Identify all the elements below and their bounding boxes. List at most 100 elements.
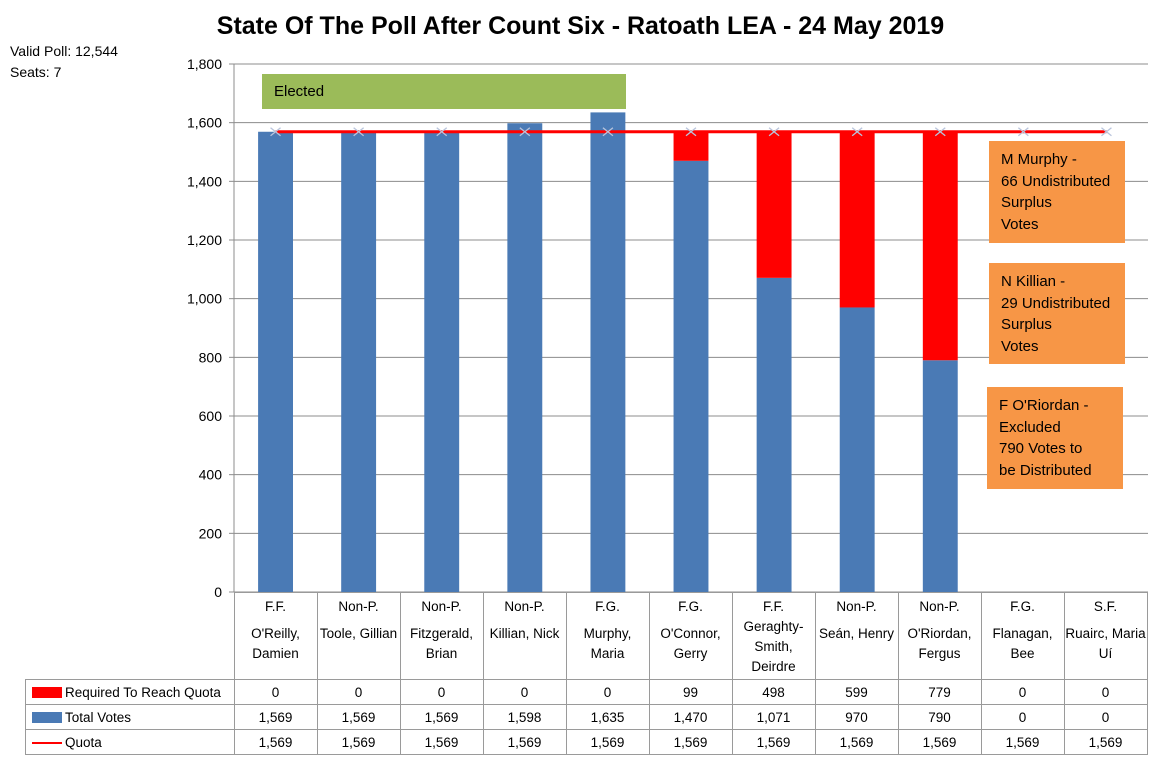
- y-tick-label: 1,200: [187, 232, 222, 248]
- table-row-total: Total Votes 1,569 1,569 1,569 1,598 1,63…: [25, 704, 1148, 730]
- quota-marker: [436, 127, 448, 137]
- table-cell: 599: [814, 679, 899, 705]
- table-cell: 1,569: [814, 729, 899, 755]
- table-cell: 1,569: [233, 704, 318, 730]
- party-label: F.F.: [762, 599, 784, 614]
- party-label: Non-P.: [504, 599, 545, 614]
- candidate-label: Ruairc, Maria Uí: [1065, 626, 1146, 661]
- bar-required-to-quota: [673, 131, 709, 161]
- column-header: F.F. Geraghty-Smith, Deirdre: [731, 592, 816, 680]
- valid-poll-text: Valid Poll: 12,544: [10, 43, 118, 59]
- party-label: Non-P.: [836, 599, 877, 614]
- candidate-label: Fitzgerald, Brian: [409, 626, 474, 661]
- column-header: S.F. Ruairc, Maria Uí: [1063, 592, 1148, 680]
- table-cell: 0: [1063, 704, 1148, 730]
- table-cell: 1,569: [980, 729, 1065, 755]
- column-header: Non-P. Killian, Nick: [482, 592, 567, 680]
- bar-total-votes: [673, 160, 709, 593]
- bar-total-votes: [341, 131, 377, 592]
- candidate-label: O'Connor, Gerry: [660, 626, 721, 661]
- table-cell: 0: [233, 679, 318, 705]
- y-tick-label: 1,600: [187, 115, 222, 131]
- party-label: Non-P.: [421, 599, 462, 614]
- table-cell: 0: [565, 679, 650, 705]
- table-cell: 1,569: [399, 729, 484, 755]
- bar-required-to-quota: [756, 131, 792, 278]
- table-cell: 1,569: [897, 729, 982, 755]
- quota-marker: [519, 127, 531, 137]
- quota-marker: [270, 127, 281, 137]
- table-row-required: Required To Reach Quota 0 0 0 0 0 99 498…: [25, 679, 1148, 705]
- candidate-label: Seán, Henry: [818, 626, 895, 641]
- table-cell: 1,635: [565, 704, 650, 730]
- party-label: F.G.: [1010, 599, 1035, 614]
- bar-required-to-quota: [839, 131, 875, 308]
- column-header: Non-P. Seán, Henry: [814, 592, 899, 680]
- table-cell: 99: [648, 679, 733, 705]
- table-cell: 1,569: [482, 729, 567, 755]
- column-header: Non-P. Fitzgerald, Brian: [399, 592, 484, 680]
- bar-total-votes: [590, 112, 626, 593]
- candidate-label: Flanagan, Bee: [992, 626, 1053, 661]
- table-cell: 0: [980, 679, 1065, 705]
- column-header: F.G. O'Connor, Gerry: [648, 592, 733, 680]
- quota-marker: [851, 127, 863, 137]
- table-cell: 0: [482, 679, 567, 705]
- quota-marker: [934, 127, 946, 137]
- series-label-quota: Quota: [25, 729, 235, 755]
- table-cell: 0: [316, 679, 401, 705]
- table-cell: 1,569: [316, 729, 401, 755]
- table-cell: 1,598: [482, 704, 567, 730]
- quota-marker: [602, 127, 614, 137]
- party-label: F.F.: [264, 599, 286, 614]
- table-cell: 498: [731, 679, 816, 705]
- y-tick-label: 400: [199, 467, 223, 483]
- table-header-row: F.F. O'Reilly, Damien Non-P. Toole, Gillia…: [25, 592, 1148, 680]
- table-cell: 1,569: [399, 704, 484, 730]
- quota-marker: [1017, 127, 1029, 137]
- legend-swatch-total: [32, 712, 62, 724]
- y-tick-label: 800: [199, 349, 223, 365]
- chart-title: State Of The Poll After Count Six - Rato…: [216, 12, 945, 40]
- series-label-required: Required To Reach Quota: [25, 679, 235, 705]
- party-label: F.G.: [595, 599, 620, 614]
- data-table: F.F. O'Reilly, Damien Non-P. Toole, Gillia…: [25, 592, 1148, 755]
- table-cell: 1,569: [233, 729, 318, 755]
- table-cell: 0: [980, 704, 1065, 730]
- table-corner: [25, 592, 235, 680]
- y-tick-label: 200: [199, 525, 223, 541]
- y-tick-label: 1,000: [187, 291, 222, 307]
- legend-swatch-quota: [32, 741, 62, 744]
- bar-total-votes: [424, 131, 460, 592]
- table-cell: 790: [897, 704, 982, 730]
- table-row-quota: Quota 1,569 1,569 1,569 1,569 1,569 1,56…: [25, 729, 1148, 755]
- note-killian: N Killian - 29 Undistributed Surplus Vot…: [989, 263, 1125, 364]
- party-label: Non-P.: [338, 599, 379, 614]
- table-cell: 0: [399, 679, 484, 705]
- elected-banner: Elected: [262, 74, 626, 109]
- party-label: S.F.: [1093, 599, 1118, 614]
- candidate-label: Geraghty-Smith, Deirdre: [743, 619, 804, 674]
- table-cell: 779: [897, 679, 982, 705]
- candidate-label: Killian, Nick: [489, 626, 560, 641]
- series-name: Total Votes: [65, 709, 132, 725]
- note-murphy: M Murphy - 66 Undistributed Surplus Vote…: [989, 141, 1125, 243]
- table-cell: 1,569: [648, 729, 733, 755]
- series-name: Quota: [65, 734, 102, 750]
- bar-total-votes: [839, 307, 875, 592]
- table-cell: 1,569: [565, 729, 650, 755]
- series-name: Required To Reach Quota: [65, 684, 221, 700]
- table-cell: 1,569: [731, 729, 816, 755]
- quota-marker: [353, 127, 365, 137]
- column-header: Non-P. Toole, Gillian: [316, 592, 401, 680]
- candidate-label: O'Riordan, Fergus: [907, 626, 972, 661]
- table-cell: 0: [1063, 679, 1148, 705]
- note-oriordan: F O'Riordan - Excluded 790 Votes to be D…: [987, 387, 1123, 489]
- quota-marker: [768, 127, 780, 137]
- y-tick-label: 0: [214, 584, 222, 600]
- bar-total-votes: [756, 277, 792, 592]
- party-label: F.G.: [678, 599, 703, 614]
- y-tick-label: 1,800: [187, 56, 222, 72]
- party-label: Non-P.: [919, 599, 960, 614]
- table-cell: 970: [814, 704, 899, 730]
